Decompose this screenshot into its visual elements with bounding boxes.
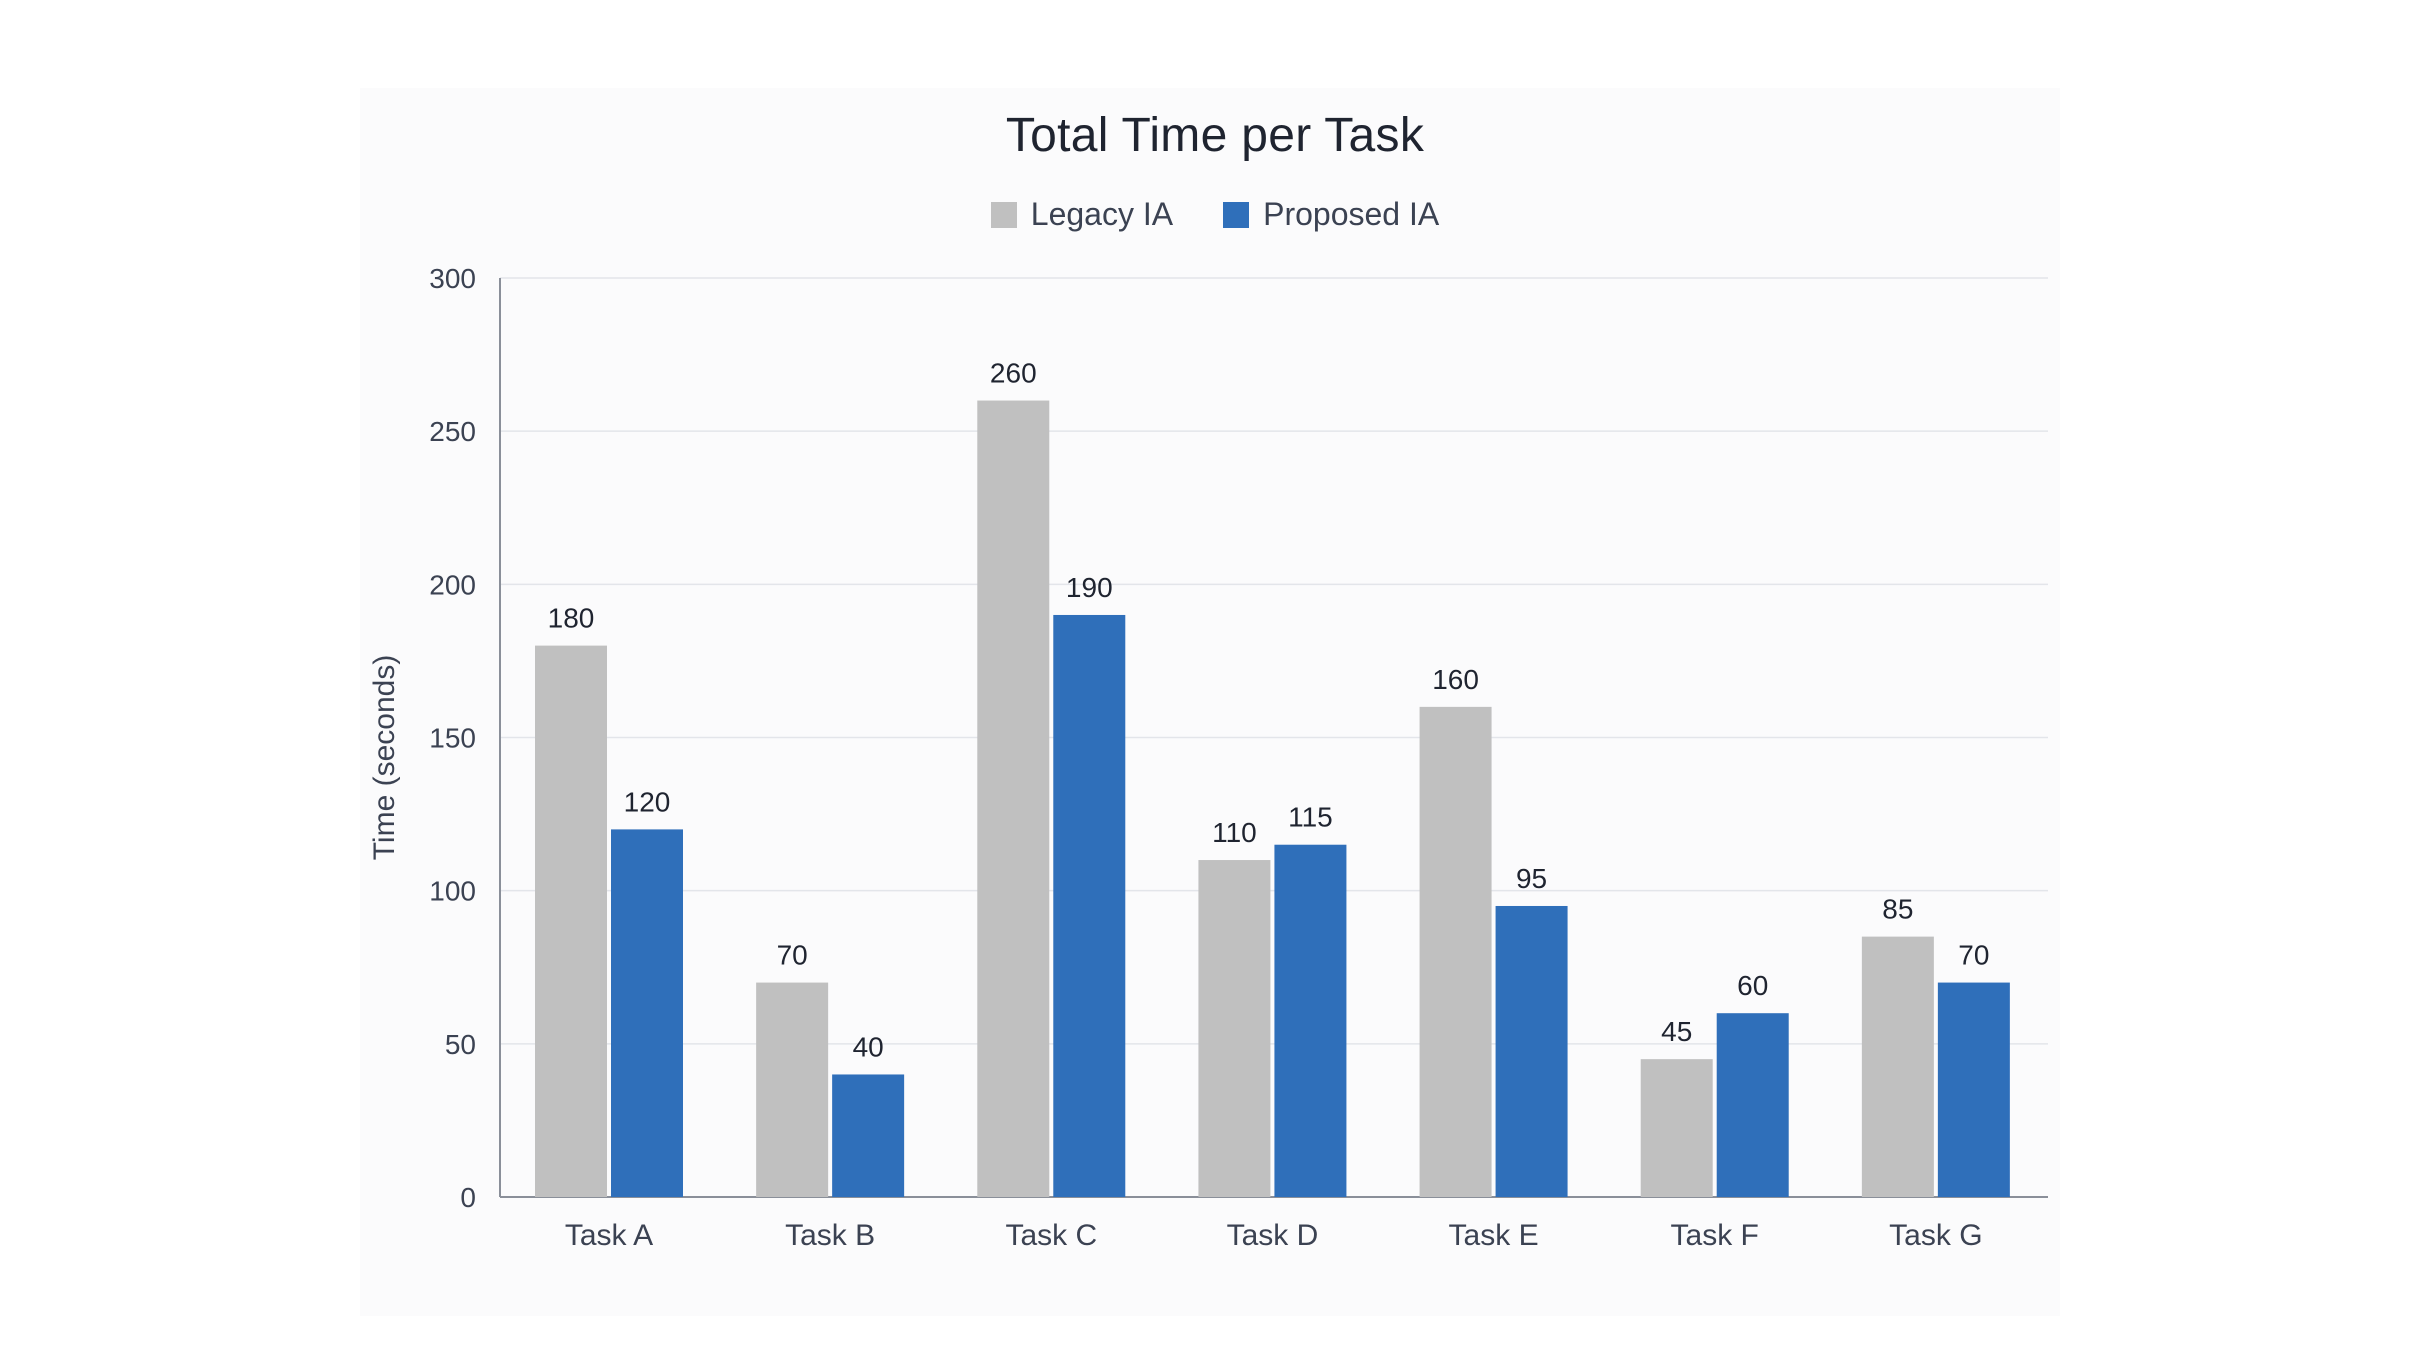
- bar-legacy: [1640, 1059, 1713, 1197]
- data-label: 85: [1882, 894, 1913, 925]
- bar-proposed: [1937, 982, 2010, 1197]
- data-label: 190: [1066, 572, 1113, 603]
- y-tick-label: 0: [460, 1182, 476, 1213]
- legend-swatch-legacy: [990, 201, 1017, 228]
- x-tick-label: Task G: [1889, 1219, 1982, 1252]
- legend-item-proposed: Proposed IA: [1223, 196, 1439, 233]
- bar-proposed: [1716, 1013, 1789, 1197]
- bar-legacy: [977, 400, 1050, 1197]
- bar-proposed: [1495, 905, 1568, 1197]
- y-tick-label: 250: [429, 416, 476, 447]
- data-label: 40: [853, 1031, 884, 1062]
- data-label: 160: [1432, 664, 1479, 695]
- data-label: 120: [624, 786, 671, 817]
- data-label: 60: [1737, 970, 1768, 1001]
- legend-swatch-proposed: [1223, 201, 1250, 228]
- bar-proposed: [832, 1074, 905, 1197]
- x-tick-label: Task F: [1671, 1219, 1759, 1252]
- chart-legend: Legacy IA Proposed IA: [0, 196, 2430, 233]
- bar-proposed: [1274, 844, 1347, 1197]
- y-tick-label: 200: [429, 569, 476, 600]
- bar-proposed: [611, 829, 683, 1197]
- chart-title: Total Time per Task: [1005, 109, 1425, 162]
- y-axis-title: Time (seconds): [368, 655, 401, 861]
- data-label: 115: [1288, 802, 1333, 833]
- data-label: 70: [1958, 940, 1989, 971]
- legend-label-legacy: Legacy IA: [1030, 196, 1174, 232]
- data-label: 70: [777, 940, 808, 971]
- y-tick-label: 150: [429, 723, 476, 754]
- y-tick-label: 100: [429, 876, 476, 907]
- legend-item-legacy: Legacy IA: [990, 196, 1174, 233]
- legend-label-proposed: Proposed IA: [1263, 196, 1440, 232]
- bar-legacy: [1861, 936, 1934, 1197]
- x-tick-label: Task E: [1449, 1219, 1539, 1252]
- data-label: 95: [1516, 863, 1547, 894]
- data-label: 260: [990, 358, 1037, 389]
- x-tick-label: Task B: [785, 1219, 875, 1252]
- bar-legacy: [1198, 860, 1271, 1197]
- x-tick-label: Task A: [565, 1219, 653, 1252]
- data-label: 45: [1661, 1016, 1692, 1047]
- bar-legacy: [756, 982, 829, 1197]
- bar-proposed: [1053, 614, 1126, 1197]
- bar-legacy: [1419, 706, 1492, 1197]
- data-label: 110: [1212, 817, 1257, 848]
- y-tick-label: 300: [429, 263, 476, 294]
- data-label: 180: [548, 603, 595, 634]
- bar-legacy: [535, 645, 607, 1197]
- x-tick-label: Task C: [1005, 1219, 1097, 1252]
- y-tick-label: 50: [445, 1029, 476, 1060]
- x-tick-label: Task D: [1227, 1219, 1319, 1252]
